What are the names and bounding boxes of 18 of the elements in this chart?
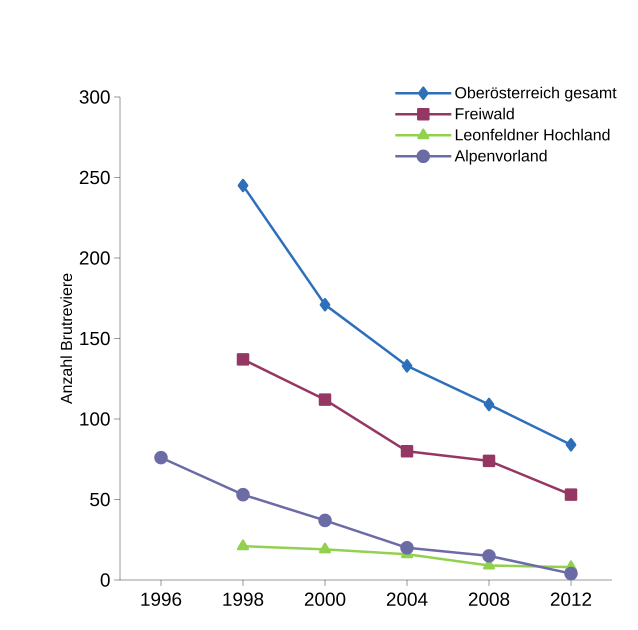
x-tick-label: 1998: [223, 592, 264, 606]
y-tick-label: 300: [80, 90, 110, 104]
legend-label: Oberösterreich gesamt: [455, 86, 617, 102]
y-tick-label: 100: [80, 412, 110, 426]
legend-label: Alpenvorland: [454, 150, 547, 165]
y-axis-title: Anzahl Brutreviere: [60, 274, 72, 404]
legend-label: Leonfeldner Hochland: [456, 128, 610, 140]
y-tick-label: 150: [80, 332, 110, 346]
legend-label: Freiwald: [456, 108, 514, 120]
y-tick-label: 0: [100, 573, 110, 587]
y-tick-label: 200: [80, 251, 110, 265]
y-tick-label: 250: [80, 170, 110, 184]
x-tick-label: 2012: [550, 592, 592, 606]
y-tick-label: 50: [90, 492, 110, 506]
x-tick-label: 2000: [304, 592, 346, 606]
x-tick-label: 1996: [141, 592, 182, 606]
x-tick-label: 2004: [386, 592, 428, 606]
x-tick-label: 2008: [468, 592, 510, 606]
